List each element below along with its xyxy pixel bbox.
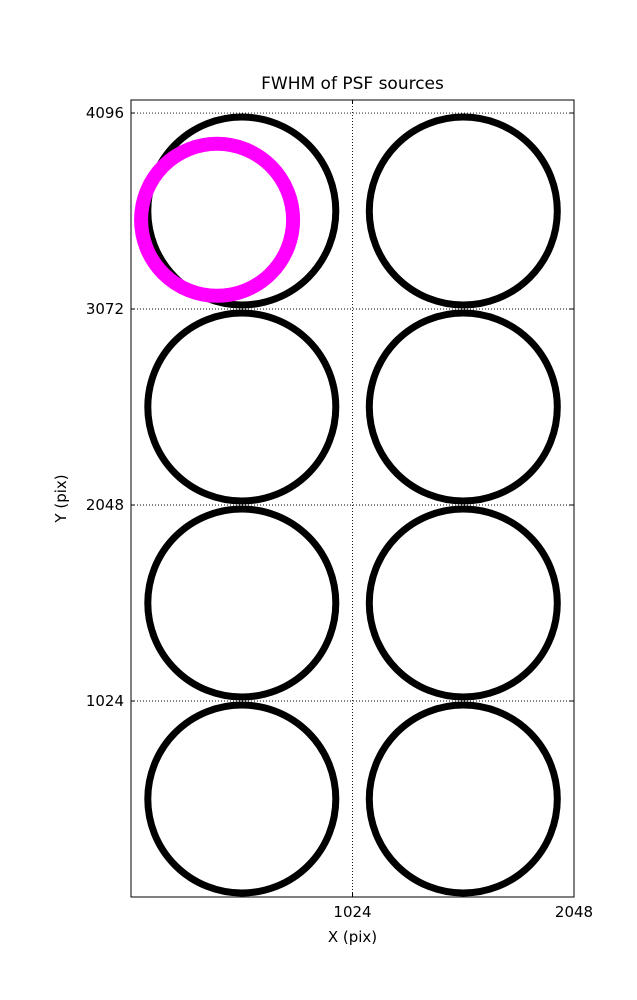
y-tick-label-1024: 1024 [86,692,124,710]
psf-sources-marker [365,309,561,505]
y-tick-label-3072: 3072 [86,300,124,318]
chart-title: FWHM of PSF sources [261,74,444,94]
psf-sources-marker [144,309,340,505]
psf-sources-marker [144,505,340,701]
plot-area-border [130,99,575,898]
y-tick-label-4096: 4096 [86,104,124,122]
psf-sources-marker [365,505,561,701]
psf-sources-marker [365,113,561,309]
y-axis-label: Y (pix) [52,474,70,523]
y-tick-label-2048: 2048 [86,496,124,514]
x-axis-label: X (pix) [328,928,377,946]
x-tick-label-2048: 2048 [555,903,593,921]
x-tick-label-1024: 1024 [333,903,371,921]
psf-sources-marker [144,701,340,897]
psf-sources-marker [365,701,561,897]
plot-layer: 1024 2048 3072 4096 1024 2048 [86,99,593,921]
highlighted-source-marker [134,136,301,303]
